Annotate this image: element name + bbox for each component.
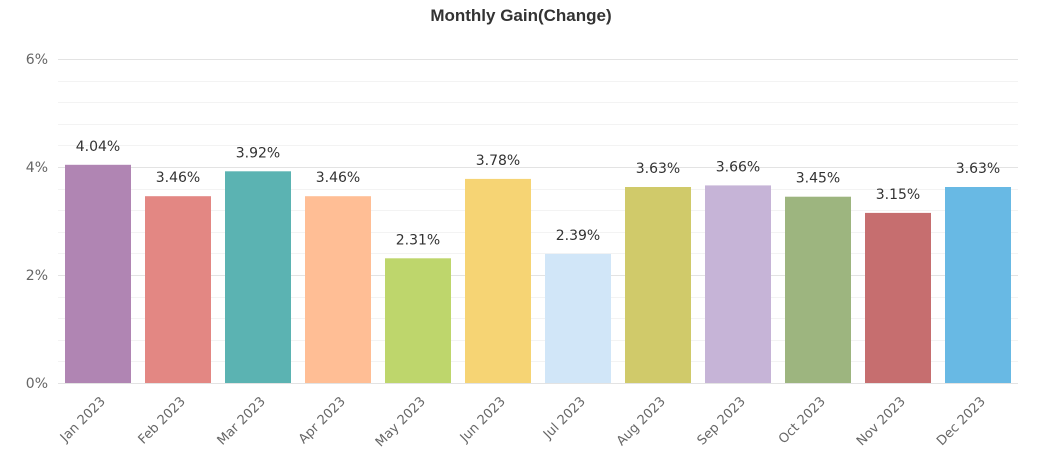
data-label: 3.63%	[636, 161, 680, 177]
data-label: 3.63%	[956, 161, 1000, 177]
bar[interactable]	[65, 164, 131, 383]
x-tick-label: Aug 2023	[614, 394, 669, 449]
x-tick-label: Jan 2023	[57, 394, 109, 446]
bar[interactable]	[625, 187, 691, 383]
data-label: 4.04%	[76, 139, 120, 155]
x-tick-label: Mar 2023	[215, 394, 269, 448]
data-label: 3.92%	[236, 145, 280, 161]
x-tick-label: May 2023	[373, 394, 429, 450]
x-tick-label: Jul 2023	[540, 394, 589, 443]
x-tick-label: Apr 2023	[296, 394, 349, 447]
data-label: 3.15%	[876, 187, 920, 203]
data-labels: 4.04% 3.46% 3.92% 3.46% 2.31% 3.78% 2.39% 3.63%…	[76, 139, 1000, 249]
bars	[65, 164, 1011, 383]
grid-lines	[58, 59, 1018, 384]
bar[interactable]	[145, 196, 211, 383]
data-label: 2.31%	[396, 232, 440, 248]
y-tick-label: 0%	[26, 376, 48, 392]
x-tick-label: Dec 2023	[934, 394, 989, 449]
bar[interactable]	[385, 258, 451, 383]
y-axis-ticks: 0% 2% 4% 6%	[26, 52, 48, 392]
bar[interactable]	[945, 187, 1011, 383]
x-tick-label: Jun 2023	[457, 394, 509, 446]
x-tick-label: Oct 2023	[776, 394, 829, 447]
bar[interactable]	[225, 171, 291, 383]
data-label: 3.78%	[476, 153, 520, 169]
x-axis-ticks: Jan 2023 Feb 2023 Mar 2023 Apr 2023 May 2023…	[57, 394, 989, 450]
data-label: 3.46%	[156, 170, 200, 186]
bar[interactable]	[465, 178, 531, 383]
bar[interactable]	[785, 196, 851, 383]
bar[interactable]	[305, 196, 371, 383]
data-label: 3.66%	[716, 159, 760, 175]
data-label: 3.46%	[316, 170, 360, 186]
data-label: 2.39%	[556, 228, 600, 244]
y-tick-label: 6%	[26, 52, 48, 68]
data-label: 3.45%	[796, 171, 840, 187]
y-tick-label: 4%	[26, 160, 48, 176]
bar[interactable]	[865, 212, 931, 383]
x-tick-label: Sep 2023	[695, 394, 749, 448]
bar[interactable]	[545, 253, 611, 383]
bar[interactable]	[705, 185, 771, 383]
chart-title: Monthly Gain(Change)	[430, 6, 612, 25]
y-tick-label: 2%	[26, 268, 48, 284]
x-tick-label: Nov 2023	[854, 394, 909, 449]
x-tick-label: Feb 2023	[136, 394, 189, 447]
